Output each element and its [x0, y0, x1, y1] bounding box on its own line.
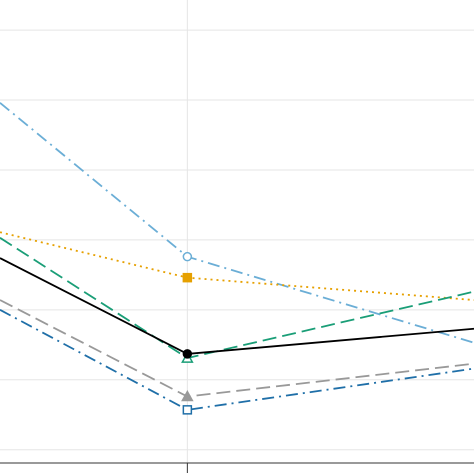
series-line	[0, 231, 474, 301]
series-line	[0, 309, 474, 411]
series-line	[0, 237, 474, 360]
marker	[181, 390, 194, 402]
marker	[182, 405, 193, 415]
marker	[182, 251, 193, 262]
series-line	[0, 102, 474, 344]
marker	[182, 272, 193, 283]
marker	[182, 349, 193, 359]
